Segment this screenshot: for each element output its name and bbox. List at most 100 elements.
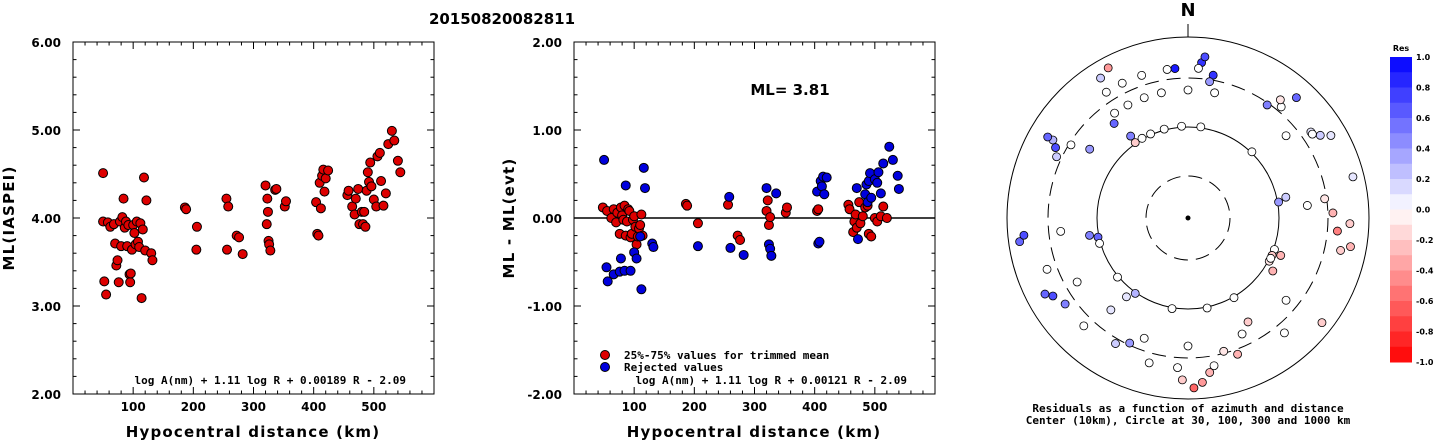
legend-trimmed-label: 25%-75% values for trimmed mean [624, 349, 829, 362]
polar-station-point [1125, 338, 1135, 348]
1-data-point-series1 [620, 180, 631, 191]
colorbar-cell [1390, 224, 1412, 241]
0-data-point-series0 [99, 276, 110, 287]
polar-station-point [1200, 52, 1210, 62]
polar-station-point [1137, 70, 1147, 80]
colorbar-tick-label: 0.8 [1416, 84, 1431, 93]
colorbar-cell [1390, 179, 1412, 195]
polar-station-point [1072, 277, 1082, 287]
1-data-point-series1 [615, 253, 626, 264]
polar-station-point [1139, 333, 1149, 343]
polar-station-point [1111, 339, 1120, 348]
0-data-point-series0 [191, 244, 202, 255]
0-ytick-label: 5.00 [31, 124, 61, 138]
polar-station-point [1202, 303, 1212, 313]
polar-station-point [1043, 132, 1053, 142]
polar-station-point [1095, 238, 1104, 248]
0-ytick-label: 3.00 [31, 300, 61, 314]
polar-station-point [1052, 152, 1061, 162]
left-points [98, 125, 406, 304]
middle-ticks: 100 200 300 400 500 -2.00 -1.00 0.00 1.00 2.00 [527, 36, 935, 414]
polar-station-point [1110, 108, 1119, 118]
polar-station-point [1196, 122, 1206, 132]
polar-station-point [1170, 64, 1180, 73]
1-data-point-series1 [892, 170, 903, 181]
legend-rejected-marker [600, 362, 610, 372]
polar-station-point [1177, 375, 1187, 385]
0-data-point-series0 [223, 201, 234, 212]
1-data-point-series1 [866, 192, 877, 203]
polar-station-point [1317, 318, 1327, 328]
1-data-point-series1 [878, 158, 889, 169]
polar-station-point [1122, 292, 1131, 302]
polar-station-point [1183, 341, 1193, 351]
polar-station-point [1243, 317, 1253, 327]
1-data-point-series1 [819, 189, 830, 200]
0-data-point-series0 [141, 195, 152, 206]
0-data-point-series0 [271, 183, 282, 194]
1-data-point-series1 [766, 250, 777, 261]
0-data-point-series0 [280, 196, 291, 207]
1-data-point-series1 [631, 253, 642, 264]
colorbar-cell [1390, 316, 1412, 332]
residual-scatter-panel: 100 200 300 400 500 -2.00 -1.00 0.00 1.00 2.00 ML… [500, 36, 936, 441]
polar-station-point [1291, 93, 1301, 103]
0-data-point-series0 [315, 203, 326, 214]
0-data-point-series0 [112, 255, 123, 266]
polar-station-point [1348, 172, 1358, 182]
0-xtick-label: 300 [241, 400, 266, 414]
1-data-point-series1 [821, 172, 832, 183]
0-xtick-label: 100 [121, 400, 146, 414]
1-data-point-series0 [682, 200, 693, 211]
polar-station-point [1015, 237, 1025, 247]
0-data-point-series0 [234, 232, 245, 243]
polar-station-point [1276, 102, 1286, 112]
polar-station-point [1126, 131, 1136, 141]
left-ticks: 100 200 300 400 500 2.00 3.00 4.00 5.00 6.00 [31, 36, 434, 414]
1-data-point-series0 [692, 218, 703, 229]
1-data-point-series1 [602, 276, 613, 287]
polar-station-point [1189, 383, 1199, 393]
0-data-point-series0 [365, 157, 376, 168]
polar-station-point [1219, 346, 1229, 356]
polar-station-point [1266, 253, 1276, 263]
polar-station-point [1042, 264, 1052, 274]
left-scatter-panel: 100 200 300 400 500 2.00 3.00 4.00 5.00 6.00 Hypo… [0, 36, 435, 441]
polar-station-point [1210, 88, 1220, 98]
colorbar-cell [1390, 331, 1412, 348]
1-data-point-series1 [851, 183, 862, 194]
polar-station-point [1085, 230, 1094, 240]
1-data-point-series0 [857, 211, 868, 222]
colorbar-cell [1390, 346, 1412, 363]
colorbar-tick-label: -0.8 [1416, 328, 1434, 337]
0-data-point-series0 [313, 230, 324, 241]
1-ytick-label: 1.00 [532, 124, 562, 138]
polar-station-point [1130, 288, 1140, 298]
0-data-point-series0 [374, 147, 385, 158]
1-data-point-series1 [872, 177, 883, 188]
0-xtick-label: 500 [361, 400, 386, 414]
polar-points [1015, 52, 1358, 393]
polar-station-point [1194, 63, 1203, 73]
polar-station-point [1139, 93, 1149, 103]
0-data-point-series0 [137, 224, 148, 235]
0-data-point-series0 [138, 172, 149, 183]
1-data-point-series1 [873, 167, 884, 178]
colorbar-cell [1390, 118, 1412, 134]
polar-station-point [1144, 358, 1154, 368]
colorbar-cell [1390, 148, 1412, 165]
colorbar-tick-label: 0.0 [1416, 206, 1431, 215]
0-data-point-series0 [323, 165, 334, 176]
colorbar-cell [1390, 133, 1412, 149]
1-data-point-series1 [692, 241, 703, 252]
polar-station-point [1173, 363, 1182, 373]
1-data-point-series0 [866, 231, 877, 242]
1-data-point-series0 [765, 212, 776, 223]
north-label: N [1180, 0, 1195, 21]
polar-station-point [1346, 242, 1355, 252]
polar-station-point [1328, 208, 1338, 218]
1-data-point-series1 [648, 242, 659, 253]
polar-station-point [1281, 295, 1291, 305]
residual-colorbar: Res 1.0 0.8 0.6 0.4 0.2 0.0 -0.2 -0.4 -0.6 -0.8 -1… [1390, 44, 1434, 367]
polar-station-point [1233, 349, 1242, 359]
